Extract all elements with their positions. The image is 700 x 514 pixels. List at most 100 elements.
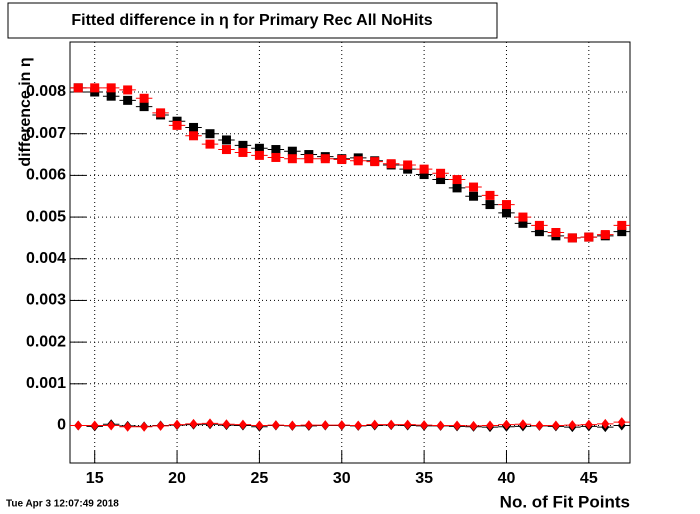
square-marker bbox=[123, 95, 133, 105]
diamond-marker bbox=[436, 420, 445, 431]
plot-frame bbox=[69, 41, 631, 464]
y-tick-label: 0.005 bbox=[26, 208, 66, 225]
diamond-marker bbox=[238, 419, 247, 430]
square-marker bbox=[156, 108, 166, 118]
title-box bbox=[7, 2, 498, 39]
square-marker bbox=[205, 129, 215, 139]
square-marker bbox=[469, 182, 479, 192]
chart-title: Fitted difference in η for Primary Rec A… bbox=[71, 12, 432, 29]
square-marker bbox=[551, 227, 561, 237]
square-marker bbox=[221, 135, 231, 145]
diamond-marker bbox=[535, 420, 544, 431]
y-axis-title: difference in η bbox=[17, 57, 34, 166]
diamond-marker bbox=[288, 420, 297, 431]
diamond-marker bbox=[222, 419, 231, 430]
diamond-marker bbox=[156, 420, 165, 431]
square-marker bbox=[452, 183, 462, 193]
square-marker bbox=[386, 159, 396, 169]
diamond-marker bbox=[617, 417, 626, 428]
diamond-marker bbox=[140, 421, 149, 432]
square-marker bbox=[337, 155, 347, 165]
y-tick-label: 0.006 bbox=[26, 167, 66, 184]
diamond-marker bbox=[568, 420, 577, 431]
square-marker bbox=[304, 154, 314, 164]
square-marker bbox=[485, 200, 495, 210]
square-marker bbox=[501, 208, 511, 218]
square-marker bbox=[436, 168, 446, 178]
diamond-marker bbox=[601, 418, 610, 429]
diamond-marker bbox=[123, 421, 132, 432]
diamond-marker bbox=[584, 419, 593, 430]
square-marker bbox=[469, 191, 479, 201]
square-marker bbox=[501, 200, 511, 210]
diamond-marker bbox=[206, 418, 214, 429]
square-marker bbox=[534, 227, 544, 237]
x-tick-label: 35 bbox=[415, 470, 433, 487]
square-marker bbox=[600, 230, 610, 240]
diamond-marker bbox=[486, 420, 494, 431]
x-tick-label: 30 bbox=[333, 470, 351, 487]
square-marker bbox=[485, 190, 495, 200]
square-marker bbox=[254, 150, 264, 160]
square-marker bbox=[452, 175, 462, 185]
diamond-marker bbox=[370, 419, 379, 430]
x-tick-label: 25 bbox=[251, 470, 269, 487]
square-marker bbox=[287, 146, 297, 156]
diamond-marker bbox=[403, 419, 412, 430]
diamond-marker bbox=[453, 420, 462, 431]
square-marker bbox=[617, 227, 627, 237]
diamond-marker bbox=[74, 420, 83, 431]
diamond-marker bbox=[518, 419, 527, 430]
x-tick-label: 20 bbox=[168, 470, 186, 487]
diamond-marker bbox=[173, 419, 182, 430]
x-tick-label: 15 bbox=[86, 470, 104, 487]
diamond-marker bbox=[189, 418, 198, 429]
diamond-marker bbox=[271, 420, 280, 431]
square-marker bbox=[205, 139, 215, 149]
square-marker bbox=[189, 122, 199, 132]
square-marker bbox=[419, 164, 429, 174]
square-marker bbox=[238, 147, 248, 157]
square-marker bbox=[518, 212, 528, 222]
y-tick-label: 0.008 bbox=[26, 83, 66, 100]
diamond-marker bbox=[304, 420, 313, 431]
square-marker bbox=[90, 83, 100, 93]
square-marker bbox=[221, 145, 231, 155]
y-tick-label: 0 bbox=[57, 417, 66, 434]
x-tick-label: 45 bbox=[580, 470, 598, 487]
square-marker bbox=[106, 91, 116, 101]
y-tick-label: 0.003 bbox=[26, 292, 66, 309]
diamond-marker bbox=[321, 420, 330, 431]
square-marker bbox=[139, 93, 149, 103]
diamond-marker bbox=[255, 420, 264, 431]
square-marker bbox=[567, 233, 577, 243]
diamond-marker bbox=[107, 420, 116, 431]
y-tick-label: 0.002 bbox=[26, 333, 66, 350]
square-marker bbox=[271, 145, 281, 155]
square-marker bbox=[238, 140, 248, 150]
square-marker bbox=[617, 220, 627, 230]
y-tick-label: 0.001 bbox=[26, 375, 66, 392]
square-marker bbox=[106, 83, 116, 93]
square-marker bbox=[353, 156, 363, 166]
diamond-marker bbox=[551, 420, 560, 431]
diamond-marker bbox=[354, 420, 363, 431]
diamond-marker bbox=[502, 419, 511, 430]
square-marker bbox=[139, 102, 149, 112]
y-tick-label: 0.007 bbox=[26, 125, 66, 142]
square-marker bbox=[172, 120, 182, 130]
square-marker bbox=[123, 85, 133, 95]
square-marker bbox=[254, 143, 264, 153]
square-marker bbox=[189, 131, 199, 141]
diamond-marker bbox=[387, 419, 396, 430]
diamond-marker bbox=[469, 420, 478, 431]
diamond-marker bbox=[337, 420, 346, 431]
square-marker bbox=[271, 152, 281, 162]
square-marker bbox=[436, 175, 446, 185]
square-marker bbox=[73, 83, 83, 93]
y-tick-label: 0.004 bbox=[26, 250, 66, 267]
x-axis-title: No. of Fit Points bbox=[500, 492, 630, 511]
diamond-marker bbox=[90, 420, 99, 431]
square-marker bbox=[370, 157, 380, 167]
